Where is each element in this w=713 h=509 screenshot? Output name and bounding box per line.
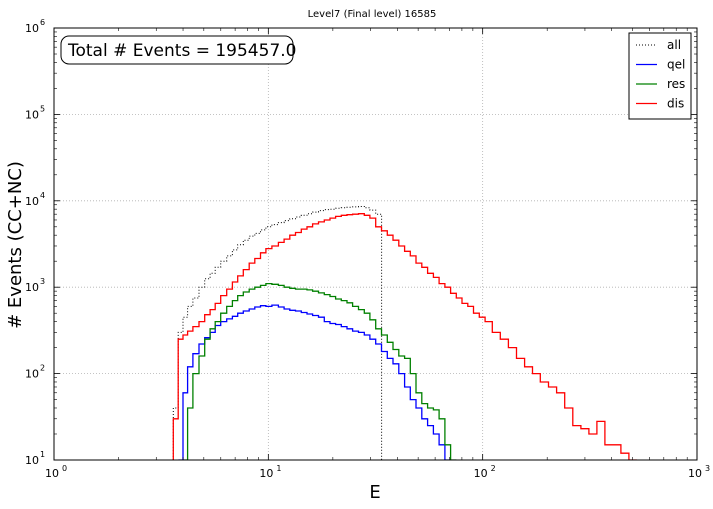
x-tick-label-exponent: 0 xyxy=(62,464,67,473)
series-line-res xyxy=(183,282,457,460)
legend: all qel res dis xyxy=(628,32,692,120)
chart-title: Level7 (Final level) 16585 xyxy=(308,9,437,20)
y-tick-label: 10 xyxy=(25,368,39,381)
y-tick-label: 10 xyxy=(25,195,39,208)
y-tick-label: 10 xyxy=(25,454,39,467)
x-axis-label: E xyxy=(369,482,380,503)
series-line-qel xyxy=(178,304,451,460)
x-tick-label: 10 xyxy=(45,467,59,480)
y-axis-label: # Events (CC+NC) xyxy=(5,161,26,329)
y-tick-label: 10 xyxy=(25,22,39,35)
grid xyxy=(54,28,697,460)
y-tick-label: 10 xyxy=(25,281,39,294)
legend-box xyxy=(628,32,692,120)
y-tick-label-exponent: 4 xyxy=(40,191,45,200)
ticks: 10 0 10 1 10 2 10 310 110 210 310 410 510 6 xyxy=(25,18,710,480)
x-tick-label: 10 xyxy=(259,467,273,480)
legend-label-all: all xyxy=(667,38,681,52)
y-tick-label-exponent: 1 xyxy=(40,450,45,459)
y-tick-label-exponent: 5 xyxy=(40,104,45,113)
legend-label-dis: dis xyxy=(667,97,684,111)
plot-frame xyxy=(53,27,698,461)
legend-label-qel: qel xyxy=(667,58,685,72)
series-layer xyxy=(172,206,637,460)
total-events-annotation: Total # Events = 195457.0 xyxy=(60,35,296,65)
x-tick-label-exponent: 1 xyxy=(276,464,281,473)
x-tick-label-exponent: 3 xyxy=(705,464,710,473)
y-tick-label-exponent: 3 xyxy=(40,277,45,286)
y-tick-label-exponent: 6 xyxy=(40,18,45,27)
series-line-dis xyxy=(172,213,637,460)
annotation-box xyxy=(60,35,294,65)
x-tick-label: 10 xyxy=(688,467,702,480)
x-tick-label: 10 xyxy=(474,467,488,480)
legend-label-res: res xyxy=(667,77,685,91)
series-line-all xyxy=(172,206,383,460)
y-tick-label-exponent: 2 xyxy=(40,364,45,373)
x-tick-label-exponent: 2 xyxy=(491,464,496,473)
y-tick-label: 10 xyxy=(25,108,39,121)
annotation-text: Total # Events = 195457.0 xyxy=(67,41,296,61)
